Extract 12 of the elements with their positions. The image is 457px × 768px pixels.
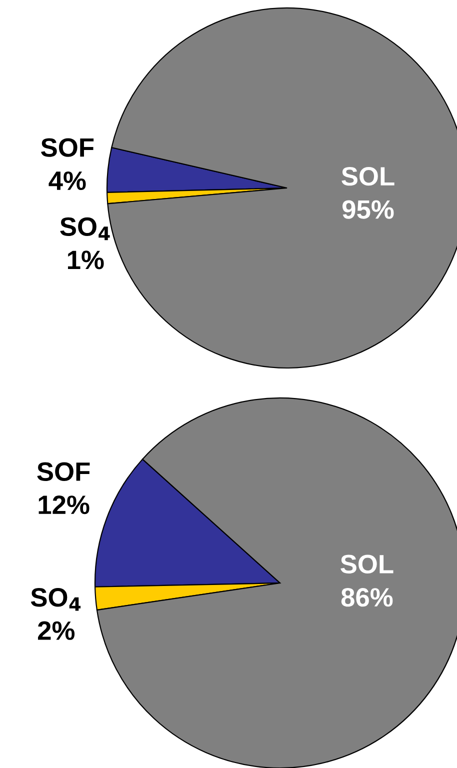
data-label: 12% [38, 496, 90, 514]
data-label: 86% [341, 588, 393, 607]
slice-label: SO$_{4}$ [30, 588, 81, 611]
slice-label: SO$_{4}$ [60, 217, 110, 240]
slice-label: SOL [342, 166, 394, 186]
slice-label: SOL [340, 554, 394, 574]
data-label: 4% [48, 171, 86, 190]
data-label: 2% [38, 621, 75, 640]
data-label: 95% [342, 200, 394, 219]
data-label: 1% [68, 250, 104, 270]
slice-label: SOF [37, 462, 90, 481]
slice-label: SOF [41, 138, 94, 157]
